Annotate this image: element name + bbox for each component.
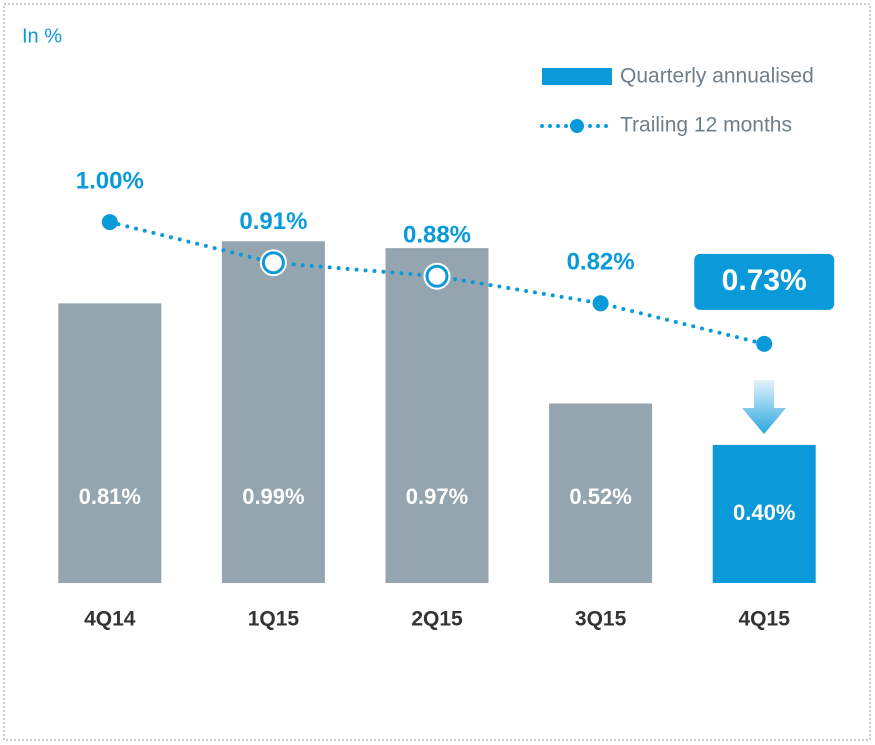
legend-label: Quarterly annualised [620, 65, 814, 88]
line-value-label: 0.82% [567, 249, 635, 276]
frame [3, 3, 871, 741]
bar [221, 241, 325, 583]
bar [549, 403, 653, 583]
x-tick-label: 4Q14 [84, 608, 136, 631]
subtitle: In % [22, 25, 62, 47]
legend-label: Trailing 12 months [620, 114, 792, 137]
bar [58, 303, 162, 583]
x-tick-label: 1Q15 [248, 608, 300, 631]
line-marker [101, 214, 118, 231]
legend-marker [570, 119, 584, 133]
line-value-label: 0.88% [403, 222, 471, 249]
down-arrow [742, 380, 786, 434]
bar-value-label: 0.81% [79, 484, 141, 509]
line-marker-ring [259, 249, 287, 277]
line-value-label: 0.73% [722, 264, 807, 297]
highlight-box [694, 253, 835, 310]
legend-swatch [542, 68, 612, 85]
x-tick-label: 4Q15 [739, 608, 791, 631]
x-tick-label: 2Q15 [411, 608, 463, 631]
line-marker [261, 251, 285, 275]
line-marker [592, 295, 609, 312]
bar-value-label: 0.99% [242, 484, 304, 509]
bar [385, 248, 489, 583]
line-value-label: 0.91% [239, 208, 307, 235]
line-marker [756, 335, 773, 352]
line-marker [425, 264, 449, 288]
line-marker-ring [423, 262, 451, 290]
line-value-label: 1.00% [76, 167, 144, 194]
bar-value-label: 0.97% [406, 484, 468, 509]
bar-value-label: 0.52% [569, 484, 631, 509]
x-tick-label: 3Q15 [575, 608, 627, 631]
bar-value-label: 0.40% [733, 500, 795, 525]
bar [712, 444, 816, 583]
